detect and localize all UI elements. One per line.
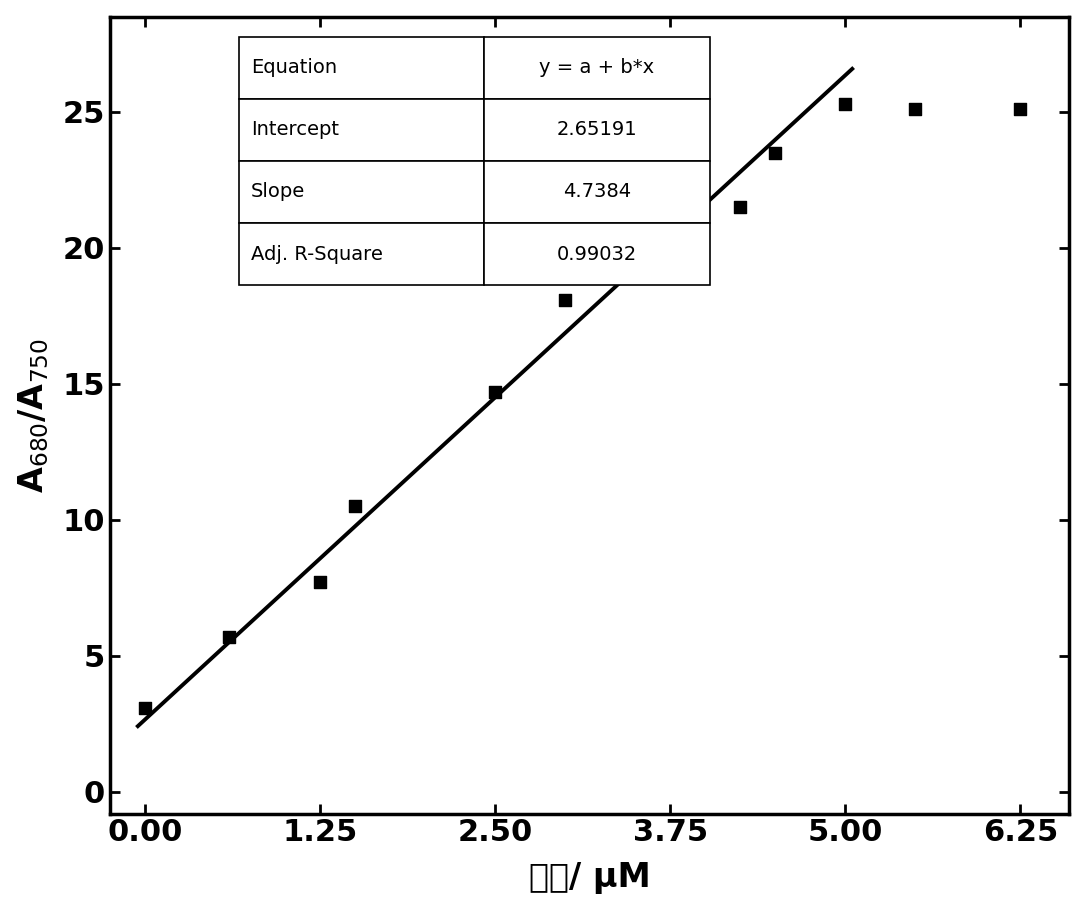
Text: 0.99032: 0.99032 (557, 245, 636, 263)
Point (907, 102, 924, 117)
Text: 4.7384: 4.7384 (563, 182, 631, 201)
Point (346, 499, 364, 514)
Point (136, 701, 153, 715)
Bar (484, 223, 709, 285)
Point (220, 630, 238, 644)
Text: y = a + b*x: y = a + b*x (540, 58, 655, 77)
Bar (239, 98, 484, 161)
Text: Slope: Slope (251, 182, 305, 201)
Bar (239, 161, 484, 223)
Point (767, 146, 784, 160)
Bar (484, 161, 709, 223)
Bar (484, 98, 709, 161)
Text: Intercept: Intercept (251, 120, 339, 139)
Y-axis label: A$_{680}$/A$_{750}$: A$_{680}$/A$_{750}$ (16, 338, 51, 493)
Point (312, 575, 329, 589)
Text: Adj. R-Square: Adj. R-Square (251, 245, 382, 263)
Bar (239, 36, 484, 98)
Point (556, 292, 573, 307)
Text: 2.65191: 2.65191 (556, 120, 637, 139)
Text: Equation: Equation (251, 58, 337, 77)
Point (1012, 102, 1030, 117)
Point (732, 200, 749, 214)
Bar (484, 36, 709, 98)
Point (836, 97, 854, 111)
Bar (239, 223, 484, 285)
X-axis label: 浓度/ μM: 浓度/ μM (529, 861, 651, 895)
Point (487, 384, 504, 399)
